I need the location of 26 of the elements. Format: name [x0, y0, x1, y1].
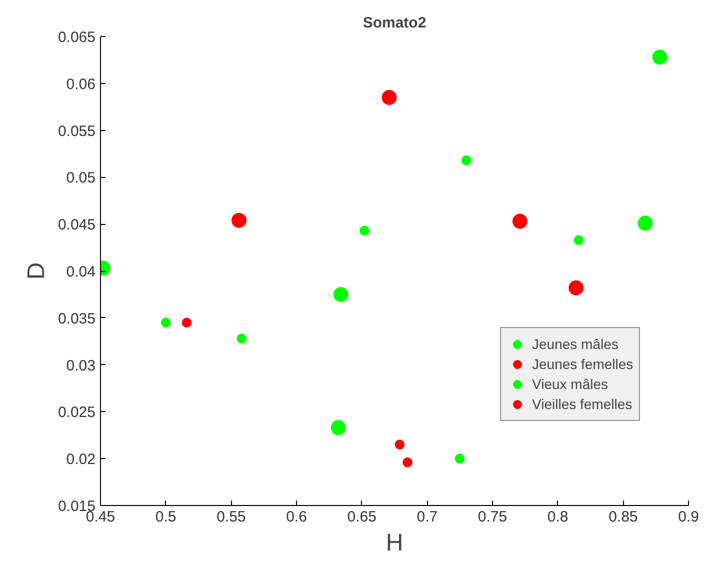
- x-tick-label: 0.6: [286, 508, 307, 526]
- chart-title: Somato2: [362, 14, 426, 32]
- y-tick-label: 0.06: [66, 76, 96, 93]
- y-tick-label: 0.065: [58, 29, 96, 46]
- y-axis-title: D: [22, 262, 50, 280]
- y-tick-label: 0.035: [58, 310, 96, 328]
- y-tick-label: 0.05: [66, 170, 96, 187]
- x-tick-label: 0.5: [155, 508, 176, 526]
- legend-label: Jeunes femelles: [532, 356, 634, 372]
- legend-label: Jeunes mâles: [532, 336, 618, 352]
- x-tick-label: 0.65: [347, 508, 376, 526]
- y-tick-label: 0.045: [58, 216, 96, 234]
- y-tick-label: 0.04: [66, 264, 96, 280]
- x-tick-label: 0.85: [608, 508, 638, 526]
- x-tick-label: 0.9: [678, 508, 699, 526]
- y-tick-label: 0.02: [66, 451, 96, 468]
- x-tick-label: 0.75: [478, 508, 508, 526]
- y-tick-label: 0.03: [66, 357, 96, 374]
- y-tick-label: 0.025: [58, 404, 96, 422]
- x-axis-title: H: [386, 530, 404, 556]
- legend-label: Vieux mâles: [532, 376, 608, 392]
- x-tick-label: 0.8: [547, 508, 568, 526]
- x-tick-label: 0.55: [216, 508, 246, 526]
- x-tick-label: 0.7: [416, 508, 438, 526]
- y-tick-label: 0.055: [58, 122, 96, 140]
- legend-label: Vieilles femelles: [532, 396, 632, 412]
